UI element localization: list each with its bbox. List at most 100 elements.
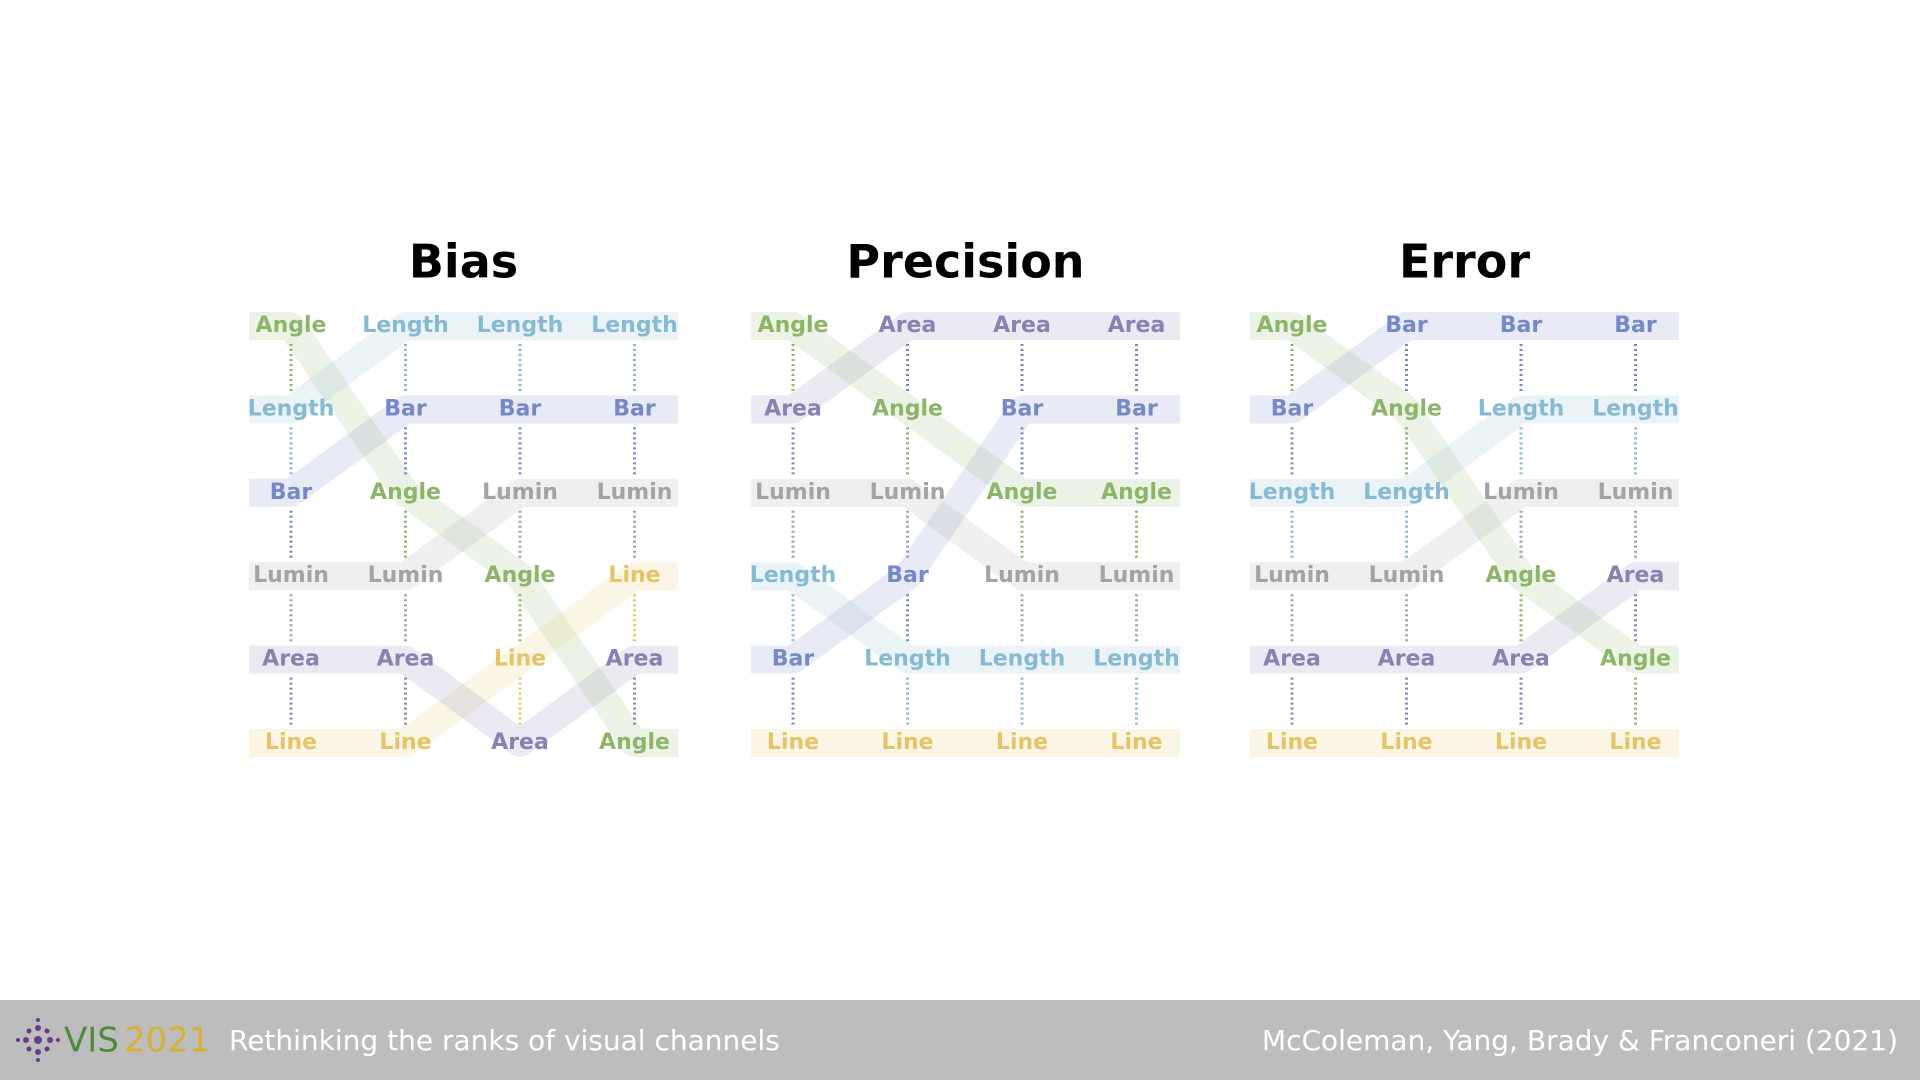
channel-label: Angle xyxy=(1486,563,1557,588)
channel-label: Angle xyxy=(1600,647,1671,672)
channel-label: Angle xyxy=(1371,396,1442,421)
channel-label: Length xyxy=(1478,396,1565,421)
channel-label: Area xyxy=(1607,563,1665,588)
channel-label: Line xyxy=(1110,730,1162,755)
footer-bar xyxy=(0,1000,1920,1080)
channel-label: Length xyxy=(591,313,678,338)
rank-band xyxy=(751,312,1180,424)
channel-label: Line xyxy=(1266,730,1318,755)
channel-label: Line xyxy=(1609,730,1661,755)
panel: Error Angle Bar Bar Bar Bar Angle Length Length L… xyxy=(1249,235,1679,757)
rank-band xyxy=(249,312,678,757)
authors: McColeman, Yang, Brady & Franconeri (202… xyxy=(1262,1024,1898,1057)
channel-label: Lumin xyxy=(1254,563,1330,588)
channel-label: Length xyxy=(248,396,335,421)
channel-label: Lumin xyxy=(755,480,831,505)
channel-label: Bar xyxy=(1500,313,1543,338)
rank-band xyxy=(249,395,678,507)
rank-band xyxy=(751,478,1180,591)
channel-label: Lumin xyxy=(1598,480,1674,505)
channel-label: Bar xyxy=(270,480,313,505)
panel: Precision Angle Area Area Area Area Angle Bar Ba… xyxy=(750,235,1180,757)
channel-label: Angle xyxy=(485,563,556,588)
logo-icon xyxy=(16,1018,60,1062)
channel-label: Lumin xyxy=(870,480,946,505)
channel-label: Lumin xyxy=(1369,563,1445,588)
channel-label: Area xyxy=(377,647,435,672)
rank-band xyxy=(249,312,678,424)
channel-label: Bar xyxy=(1614,313,1657,338)
logo-vis: VIS xyxy=(64,1021,119,1061)
channel-label: Lumin xyxy=(984,563,1060,588)
channel-label: Angle xyxy=(599,730,670,755)
rank-band xyxy=(751,562,1180,674)
channel-label: Area xyxy=(491,730,549,755)
channel-label: Lumin xyxy=(1099,563,1175,588)
channel-label: Lumin xyxy=(482,480,558,505)
channel-label: Angle xyxy=(256,313,327,338)
channel-label: Length xyxy=(362,313,449,338)
channel-label: Area xyxy=(764,396,822,421)
channel-label: Area xyxy=(993,313,1051,338)
channel-label: Bar xyxy=(384,396,427,421)
rank-band xyxy=(249,645,678,757)
channel-label: Area xyxy=(262,647,320,672)
rank-band xyxy=(249,478,678,591)
panel-title: Precision xyxy=(846,235,1084,289)
channel-label: Lumin xyxy=(1483,480,1559,505)
channel-label: Line xyxy=(379,730,431,755)
channel-label: Angle xyxy=(1257,313,1328,338)
channel-label: Length xyxy=(477,313,564,338)
channel-label: Length xyxy=(1592,396,1679,421)
channel-label: Lumin xyxy=(597,480,673,505)
rank-band xyxy=(1250,312,1679,674)
panel-title: Error xyxy=(1399,235,1530,289)
channel-label: Line xyxy=(881,730,933,755)
channel-label: Area xyxy=(606,647,664,672)
channel-label: Length xyxy=(864,647,951,672)
channel-label: Bar xyxy=(1115,396,1158,421)
channel-label: Lumin xyxy=(368,563,444,588)
channel-label: Area xyxy=(1108,313,1166,338)
channel-label: Length xyxy=(979,647,1066,672)
channel-label: Bar xyxy=(1271,396,1314,421)
channel-label: Angle xyxy=(370,480,441,505)
channel-label: Length xyxy=(750,563,837,588)
channel-label: Area xyxy=(1492,647,1550,672)
channel-label: Line xyxy=(767,730,819,755)
channel-label: Area xyxy=(1263,647,1321,672)
channel-label: Area xyxy=(1378,647,1436,672)
rank-band xyxy=(751,395,1180,674)
channel-label: Line xyxy=(265,730,317,755)
channel-label: Bar xyxy=(772,647,815,672)
subtitle: Rethinking the ranks of visual channels xyxy=(229,1024,780,1057)
channel-label: Line xyxy=(608,563,660,588)
rank-band xyxy=(249,562,678,757)
channel-label: Angle xyxy=(1101,480,1172,505)
channel-label: Length xyxy=(1363,480,1450,505)
channel-label: Bar xyxy=(499,396,542,421)
channel-label: Line xyxy=(494,647,546,672)
panel-title: Bias xyxy=(409,235,518,289)
channel-label: Length xyxy=(1093,647,1180,672)
channel-label: Line xyxy=(996,730,1048,755)
channel-label: Lumin xyxy=(253,563,329,588)
rank-band xyxy=(1250,395,1679,507)
channel-label: Angle xyxy=(872,396,943,421)
channel-label: Angle xyxy=(987,480,1058,505)
channel-label: Bar xyxy=(886,563,929,588)
panel: Bias Angle Length Length Length Length Bar Bar B… xyxy=(248,235,678,757)
channel-label: Area xyxy=(879,313,937,338)
rank-band xyxy=(1250,562,1679,674)
channel-label: Bar xyxy=(613,396,656,421)
channel-label: Line xyxy=(1380,730,1432,755)
channel-label: Angle xyxy=(758,313,829,338)
channel-label: Bar xyxy=(1001,396,1044,421)
channel-label: Bar xyxy=(1385,313,1428,338)
channel-label: Length xyxy=(1249,480,1336,505)
rank-band xyxy=(751,312,1180,507)
channel-label: Line xyxy=(1495,730,1547,755)
rank-band xyxy=(1250,478,1679,591)
logo-year: 2021 xyxy=(124,1021,211,1061)
